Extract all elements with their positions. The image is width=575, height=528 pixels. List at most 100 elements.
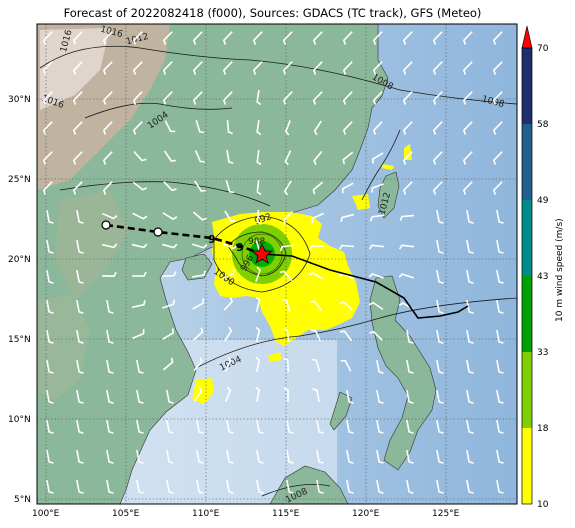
wind-barb	[42, 31, 53, 45]
colorbar-tick: 49	[537, 196, 549, 206]
wind-barb	[313, 120, 322, 136]
wind-barb	[256, 149, 262, 166]
wind-barb	[131, 300, 146, 309]
wind-barb	[496, 389, 504, 404]
wind-barb	[282, 91, 293, 105]
wind-barb	[255, 326, 261, 343]
wind-barb	[252, 31, 263, 45]
wind-barb	[132, 212, 148, 220]
wind-barb	[222, 31, 233, 45]
lat-tick: 5°N	[14, 495, 31, 505]
wind-barb	[192, 243, 208, 249]
wind-barb	[196, 449, 204, 464]
wind-barb	[492, 61, 503, 75]
track-point-marker: 9	[208, 233, 216, 246]
wind-barb	[255, 386, 261, 403]
wind-barb	[432, 61, 443, 75]
wind-barb	[132, 329, 145, 340]
wind-barb	[46, 479, 54, 494]
wind-barb	[436, 209, 444, 224]
wind-barb	[406, 389, 414, 404]
wind-barb	[76, 239, 84, 254]
lon-tick: 120°E	[352, 509, 380, 519]
wind-barb	[224, 356, 232, 372]
wind-barb	[316, 419, 324, 434]
colorbar-segment	[522, 352, 532, 428]
lon-tick: 115°E	[272, 509, 300, 519]
wind-barb	[372, 61, 383, 75]
colorbar-segment	[522, 200, 532, 276]
wind-barb	[132, 61, 143, 75]
wind-barb	[342, 121, 353, 135]
wind-barb	[402, 151, 413, 165]
wind-barb	[283, 387, 289, 403]
wind-barb	[496, 239, 504, 254]
wind-barb	[496, 269, 504, 284]
wind-barb	[432, 91, 443, 105]
wind-barb	[252, 61, 263, 75]
wind-barb	[283, 180, 292, 196]
wind-barb	[166, 479, 174, 494]
wind-barb	[106, 359, 114, 374]
wind-barb	[162, 299, 176, 309]
wind-barb	[309, 300, 323, 312]
wind-barb	[224, 386, 232, 402]
wind-barb	[166, 389, 174, 404]
wind-barb	[398, 273, 414, 279]
wind-barb	[406, 449, 414, 464]
wind-shading-patch-small	[382, 164, 394, 170]
wind-barb	[282, 211, 293, 225]
wind-barb	[339, 330, 353, 342]
wind-barb	[372, 121, 383, 135]
wind-barb	[346, 449, 354, 464]
track-past	[105, 223, 263, 256]
wind-barb	[406, 419, 414, 434]
lat-tick: 25°N	[8, 175, 31, 185]
wind-barb	[193, 386, 203, 402]
wind-barb	[46, 389, 54, 404]
wind-barb	[496, 209, 504, 224]
wind-barb	[192, 298, 205, 310]
lon-tick-labels: 100°E 105°E 110°E 115°E 120°E 125°E	[32, 509, 460, 519]
wind-barb	[462, 181, 473, 195]
wind-shading-patch-north	[404, 144, 412, 160]
wind-barb	[226, 449, 234, 464]
wind-barb	[466, 389, 474, 404]
wind-barb	[466, 269, 474, 284]
wind-barb	[492, 31, 503, 45]
wind-barb	[376, 419, 384, 434]
map-title: Forecast of 2022082418 (f000), Sources: …	[63, 6, 482, 20]
wind-barb	[339, 301, 354, 311]
wind-barb	[223, 297, 234, 311]
wind-barb	[102, 121, 113, 135]
wind-barb	[162, 91, 173, 105]
wind-barb	[342, 151, 354, 165]
wind-barb	[101, 271, 117, 278]
wind-barb	[376, 479, 384, 494]
wind-barb	[76, 419, 84, 434]
wind-barb	[342, 31, 353, 45]
wind-barb	[226, 119, 233, 135]
wind-barb	[313, 150, 323, 166]
wind-barb	[402, 61, 413, 75]
wind-barb	[42, 151, 53, 165]
colorbar-frame	[521, 47, 533, 505]
wind-barb	[166, 449, 174, 464]
map-area: 1016 1016 1012 1016 1004 1008 1008 1012 …	[37, 24, 517, 504]
wind-barb	[136, 449, 144, 464]
wind-barb	[282, 31, 293, 45]
colorbar-segment	[522, 428, 532, 504]
wind-barb	[436, 419, 444, 434]
wind-barb	[432, 181, 443, 195]
wind-barb	[462, 121, 473, 135]
wind-barb	[432, 151, 443, 165]
wind-barb	[195, 120, 205, 134]
wind-barb	[76, 389, 84, 404]
wind-barb	[162, 212, 178, 221]
wind-barb	[346, 419, 354, 434]
lat-tick-labels: 30°N 25°N 20°N 15°N 10°N 5°N	[8, 95, 31, 505]
wind-barb	[192, 61, 203, 75]
wind-barb	[371, 152, 384, 164]
wind-barb	[106, 299, 114, 314]
wind-barb	[256, 89, 262, 106]
